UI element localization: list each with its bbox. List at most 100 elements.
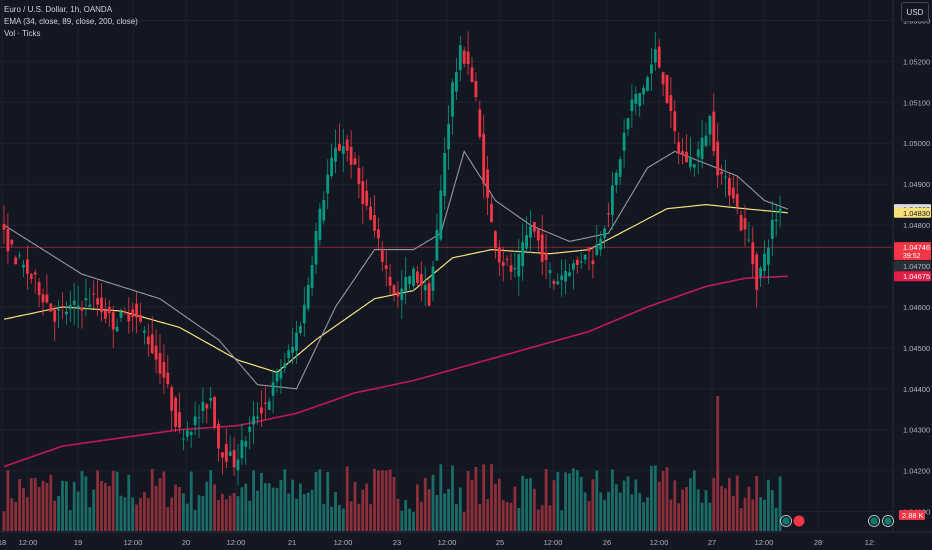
candle-body — [712, 111, 716, 152]
volume-bar — [696, 489, 700, 531]
candle-body — [80, 307, 84, 311]
volume-bar — [685, 487, 688, 531]
volume-bar — [267, 483, 271, 531]
candle-body — [150, 334, 154, 354]
volume-bar — [419, 501, 423, 531]
volume-bar — [2, 511, 6, 531]
candle-body — [774, 219, 778, 222]
event-icon[interactable] — [882, 515, 894, 527]
volume-bar — [314, 471, 318, 531]
time-tick-label: 12: — [865, 538, 875, 547]
candle-body — [529, 226, 532, 238]
candle-body — [256, 416, 259, 419]
candle-body — [143, 330, 146, 333]
time-tick-label: 12:00 — [438, 538, 457, 547]
volume-bar — [166, 507, 170, 531]
volume-bar — [618, 492, 622, 531]
volume-bar — [774, 507, 778, 531]
volume-bar — [540, 505, 544, 531]
volume-bar — [759, 497, 762, 531]
volume-bar — [689, 478, 692, 531]
candle-body — [127, 313, 131, 322]
price-label-badge — [894, 271, 931, 282]
volume-bar — [205, 481, 209, 531]
candle-body — [302, 304, 306, 324]
candle-body — [486, 169, 489, 198]
candle-body — [548, 270, 552, 274]
volume-bar — [263, 483, 267, 531]
candle-body — [135, 303, 138, 318]
volume-bar — [65, 481, 68, 531]
candle-body — [162, 361, 166, 378]
volume-bar — [182, 493, 185, 531]
volume-bar — [26, 497, 29, 531]
candle-body — [224, 444, 228, 462]
volume-bar — [338, 505, 341, 531]
candle-body — [53, 309, 57, 322]
candle-body — [661, 72, 665, 85]
time-tick-label: 12:00 — [227, 538, 246, 547]
candle-body — [575, 259, 579, 266]
time-tick-label: 27 — [708, 538, 716, 547]
candle-body — [544, 252, 548, 261]
price-tick-label: 1.04200 — [903, 467, 930, 476]
volume-bar — [111, 470, 115, 531]
time-tick-label: 12:00 — [19, 538, 38, 547]
volume-bar — [408, 508, 411, 531]
volume-bar — [310, 489, 314, 531]
candle-body — [614, 172, 618, 186]
candle-body — [349, 146, 353, 165]
volume-bar — [236, 496, 240, 531]
candle-body — [369, 206, 372, 220]
candle-body — [735, 194, 739, 207]
volume-bar — [189, 471, 193, 531]
volume-bar — [334, 491, 337, 531]
candle-body — [618, 159, 622, 177]
price-tick-label: 1.04500 — [903, 344, 930, 353]
candle-body — [716, 141, 720, 176]
volume-bar — [49, 474, 53, 531]
candle-body — [240, 440, 244, 459]
candle-body — [322, 199, 326, 221]
candle-body — [26, 259, 29, 274]
price-tick-label: 1.04400 — [903, 385, 930, 394]
volume-bar — [53, 500, 57, 531]
candle-body — [482, 133, 486, 184]
currency-button[interactable]: USD — [901, 2, 929, 22]
volume-bar — [447, 488, 450, 531]
candle-body — [338, 143, 341, 151]
volume-bar — [556, 471, 560, 531]
candle-body — [653, 49, 657, 63]
volume-bar — [513, 486, 517, 531]
candle-body — [158, 353, 162, 374]
candle-body — [279, 370, 283, 379]
candle-body — [673, 111, 677, 132]
volume-bar — [170, 497, 174, 531]
candle-body — [611, 185, 614, 215]
volume-legend[interactable]: Vol · Ticks — [4, 29, 41, 38]
candle-body — [209, 398, 213, 401]
volume-bar — [353, 481, 357, 531]
candle-body — [29, 274, 33, 279]
candle-body — [599, 238, 603, 250]
candle-body — [704, 135, 708, 146]
symbol-legend[interactable]: Euro / U.S. Dollar, 1h, OANDA — [4, 5, 113, 14]
candle-body — [657, 46, 661, 68]
volume-bar — [6, 469, 10, 531]
volume-bar — [80, 471, 84, 531]
volume-bar — [626, 476, 630, 531]
candle-body — [213, 397, 216, 428]
event-icon[interactable] — [868, 515, 880, 527]
candle-body — [439, 190, 443, 240]
volume-bar — [470, 479, 474, 531]
volume-bar — [692, 470, 696, 531]
event-icon[interactable] — [780, 515, 792, 527]
price-label-badge — [894, 207, 931, 218]
ema-legend[interactable]: EMA (34, close, 89, close, 200, close) — [4, 17, 138, 26]
volume-bar — [10, 498, 14, 531]
candle-body — [33, 272, 37, 275]
volume-bar — [739, 508, 743, 531]
candle-body — [115, 326, 119, 332]
event-icon-dot — [782, 517, 790, 525]
